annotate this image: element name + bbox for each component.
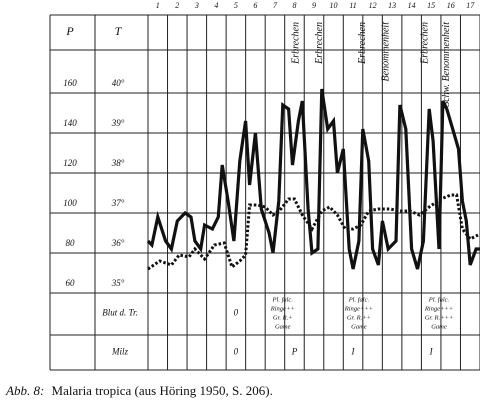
row-label: Milz [111, 347, 128, 357]
row-entry: Pl. falc. [348, 296, 370, 303]
row-entry: I [351, 347, 356, 357]
x-tick-label: 2 [175, 1, 179, 10]
x-tick-label: 8 [292, 1, 296, 10]
row-entry: Pl. falc. [428, 296, 450, 303]
y-tick-label: 36° [111, 238, 125, 248]
y-tick-label: 39° [111, 118, 125, 128]
row-entry: Game [351, 323, 367, 330]
row-entry: Ringe++ [270, 305, 295, 312]
y2-tick-label: 160 [63, 78, 77, 88]
x-tick-label: 9 [312, 1, 316, 10]
row-entry: Game [431, 323, 447, 330]
annotation: Erbrechen [314, 22, 325, 65]
row-entry: P [291, 347, 298, 357]
y-tick-label: 38° [111, 158, 125, 168]
x-tick-label: 13 [388, 1, 396, 10]
row-entry: Gr. R.+++ [425, 314, 454, 321]
row-entry: Game [275, 323, 291, 330]
annotation: Erbrechen [291, 22, 302, 65]
caption: Abb. 8: Malaria tropica (aus Höring 1950… [5, 383, 273, 398]
y2-tick-label: 120 [63, 158, 77, 168]
x-tick-label: 10 [330, 1, 338, 10]
row-entry: I [429, 347, 434, 357]
x-tick-label: 11 [349, 1, 356, 10]
left-axis-title: P [65, 24, 74, 38]
x-tick-label: 5 [234, 1, 238, 10]
annotation: Schw. Benommenheit [441, 22, 452, 107]
row-entry: Gr. R.++ [347, 314, 371, 321]
x-tick-label: 16 [447, 1, 455, 10]
y2-tick-label: 140 [63, 118, 77, 128]
row-entry: Ringe+++ [344, 305, 373, 312]
series-line [146, 88, 480, 270]
row-entry: 0 [234, 347, 239, 357]
x-tick-label: 17 [466, 1, 475, 10]
y2-tick-label: 60 [66, 278, 76, 288]
x-tick-label: 7 [273, 1, 278, 10]
y-tick-label: 35° [111, 278, 125, 288]
right-axis-title: T [115, 24, 123, 38]
annotation: Erbrechen [357, 22, 368, 65]
x-tick-label: 15 [427, 1, 435, 10]
row-entry: Gr. R.+ [273, 314, 293, 321]
x-tick-label: 12 [369, 1, 377, 10]
y-tick-label: 37° [111, 198, 125, 208]
row-entry: 0 [234, 308, 239, 318]
x-tick-label: 6 [253, 1, 257, 10]
y2-tick-label: 100 [63, 198, 77, 208]
caption-text: Malaria tropica (aus Höring 1950, S. 206… [52, 383, 273, 398]
x-tick-label: 3 [194, 1, 199, 10]
caption-label: Abb. 8: [5, 383, 44, 398]
x-tick-label: 14 [408, 1, 416, 10]
row-entry: Pl. falc. [272, 296, 294, 303]
row-label: Blut d. Tr. [102, 308, 138, 318]
y2-tick-label: 80 [66, 238, 76, 248]
series-line [147, 193, 479, 271]
annotation: Erbrechen [420, 22, 431, 65]
annotation: Benommenheit [381, 22, 392, 82]
row-entry: Ringe+++ [424, 305, 453, 312]
y-tick-label: 40° [112, 78, 125, 88]
x-tick-label: 1 [156, 1, 160, 10]
x-tick-label: 4 [214, 1, 218, 10]
